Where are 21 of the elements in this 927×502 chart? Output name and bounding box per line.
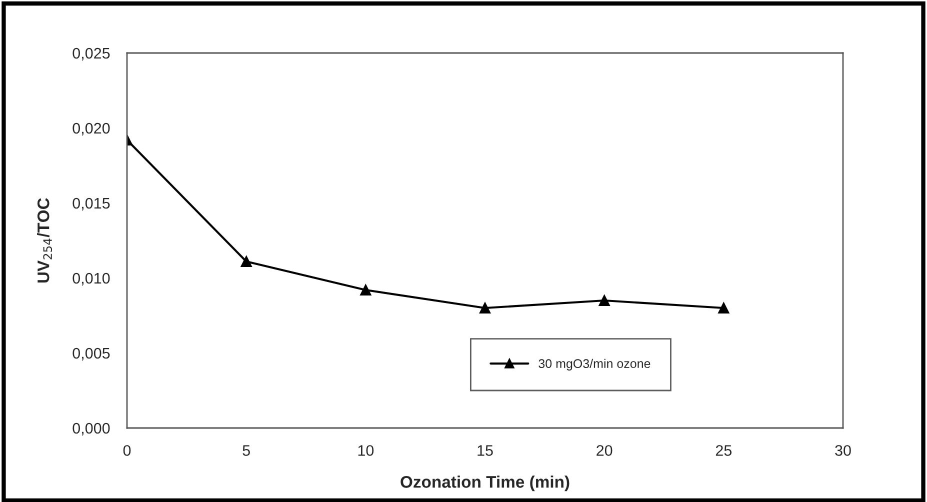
x-tick-label: 30 <box>835 445 851 456</box>
y-tick-label: 0,010 <box>72 272 110 286</box>
point <box>718 302 730 314</box>
y-tick-label: 0,000 <box>72 422 110 436</box>
y-tick-label: 0,020 <box>72 122 110 136</box>
point <box>479 302 491 314</box>
x-tick-label: 0 <box>123 445 131 456</box>
point <box>360 284 372 296</box>
x-tick-label: 10 <box>358 445 374 456</box>
y-tick-label: 0,015 <box>72 198 110 210</box>
x-tick-label: 20 <box>596 445 612 456</box>
y-tick-label: 0,025 <box>72 48 110 60</box>
y-axis-title: UV$_{254}$/TOC <box>37 198 52 282</box>
y-tick-label: 0,005 <box>72 348 110 360</box>
point <box>240 256 252 268</box>
x-axis-title: Ozonation Time (min) <box>400 476 570 492</box>
point <box>598 294 610 306</box>
x-tick-label: 5 <box>242 445 250 456</box>
x-tick-label: 15 <box>478 445 493 456</box>
x-tick-label: 25 <box>716 445 732 456</box>
legend-label: 30 mgO3/min ozone <box>538 358 650 370</box>
